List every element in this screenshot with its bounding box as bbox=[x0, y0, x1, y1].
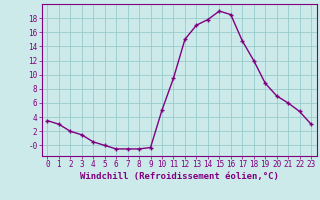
X-axis label: Windchill (Refroidissement éolien,°C): Windchill (Refroidissement éolien,°C) bbox=[80, 172, 279, 181]
